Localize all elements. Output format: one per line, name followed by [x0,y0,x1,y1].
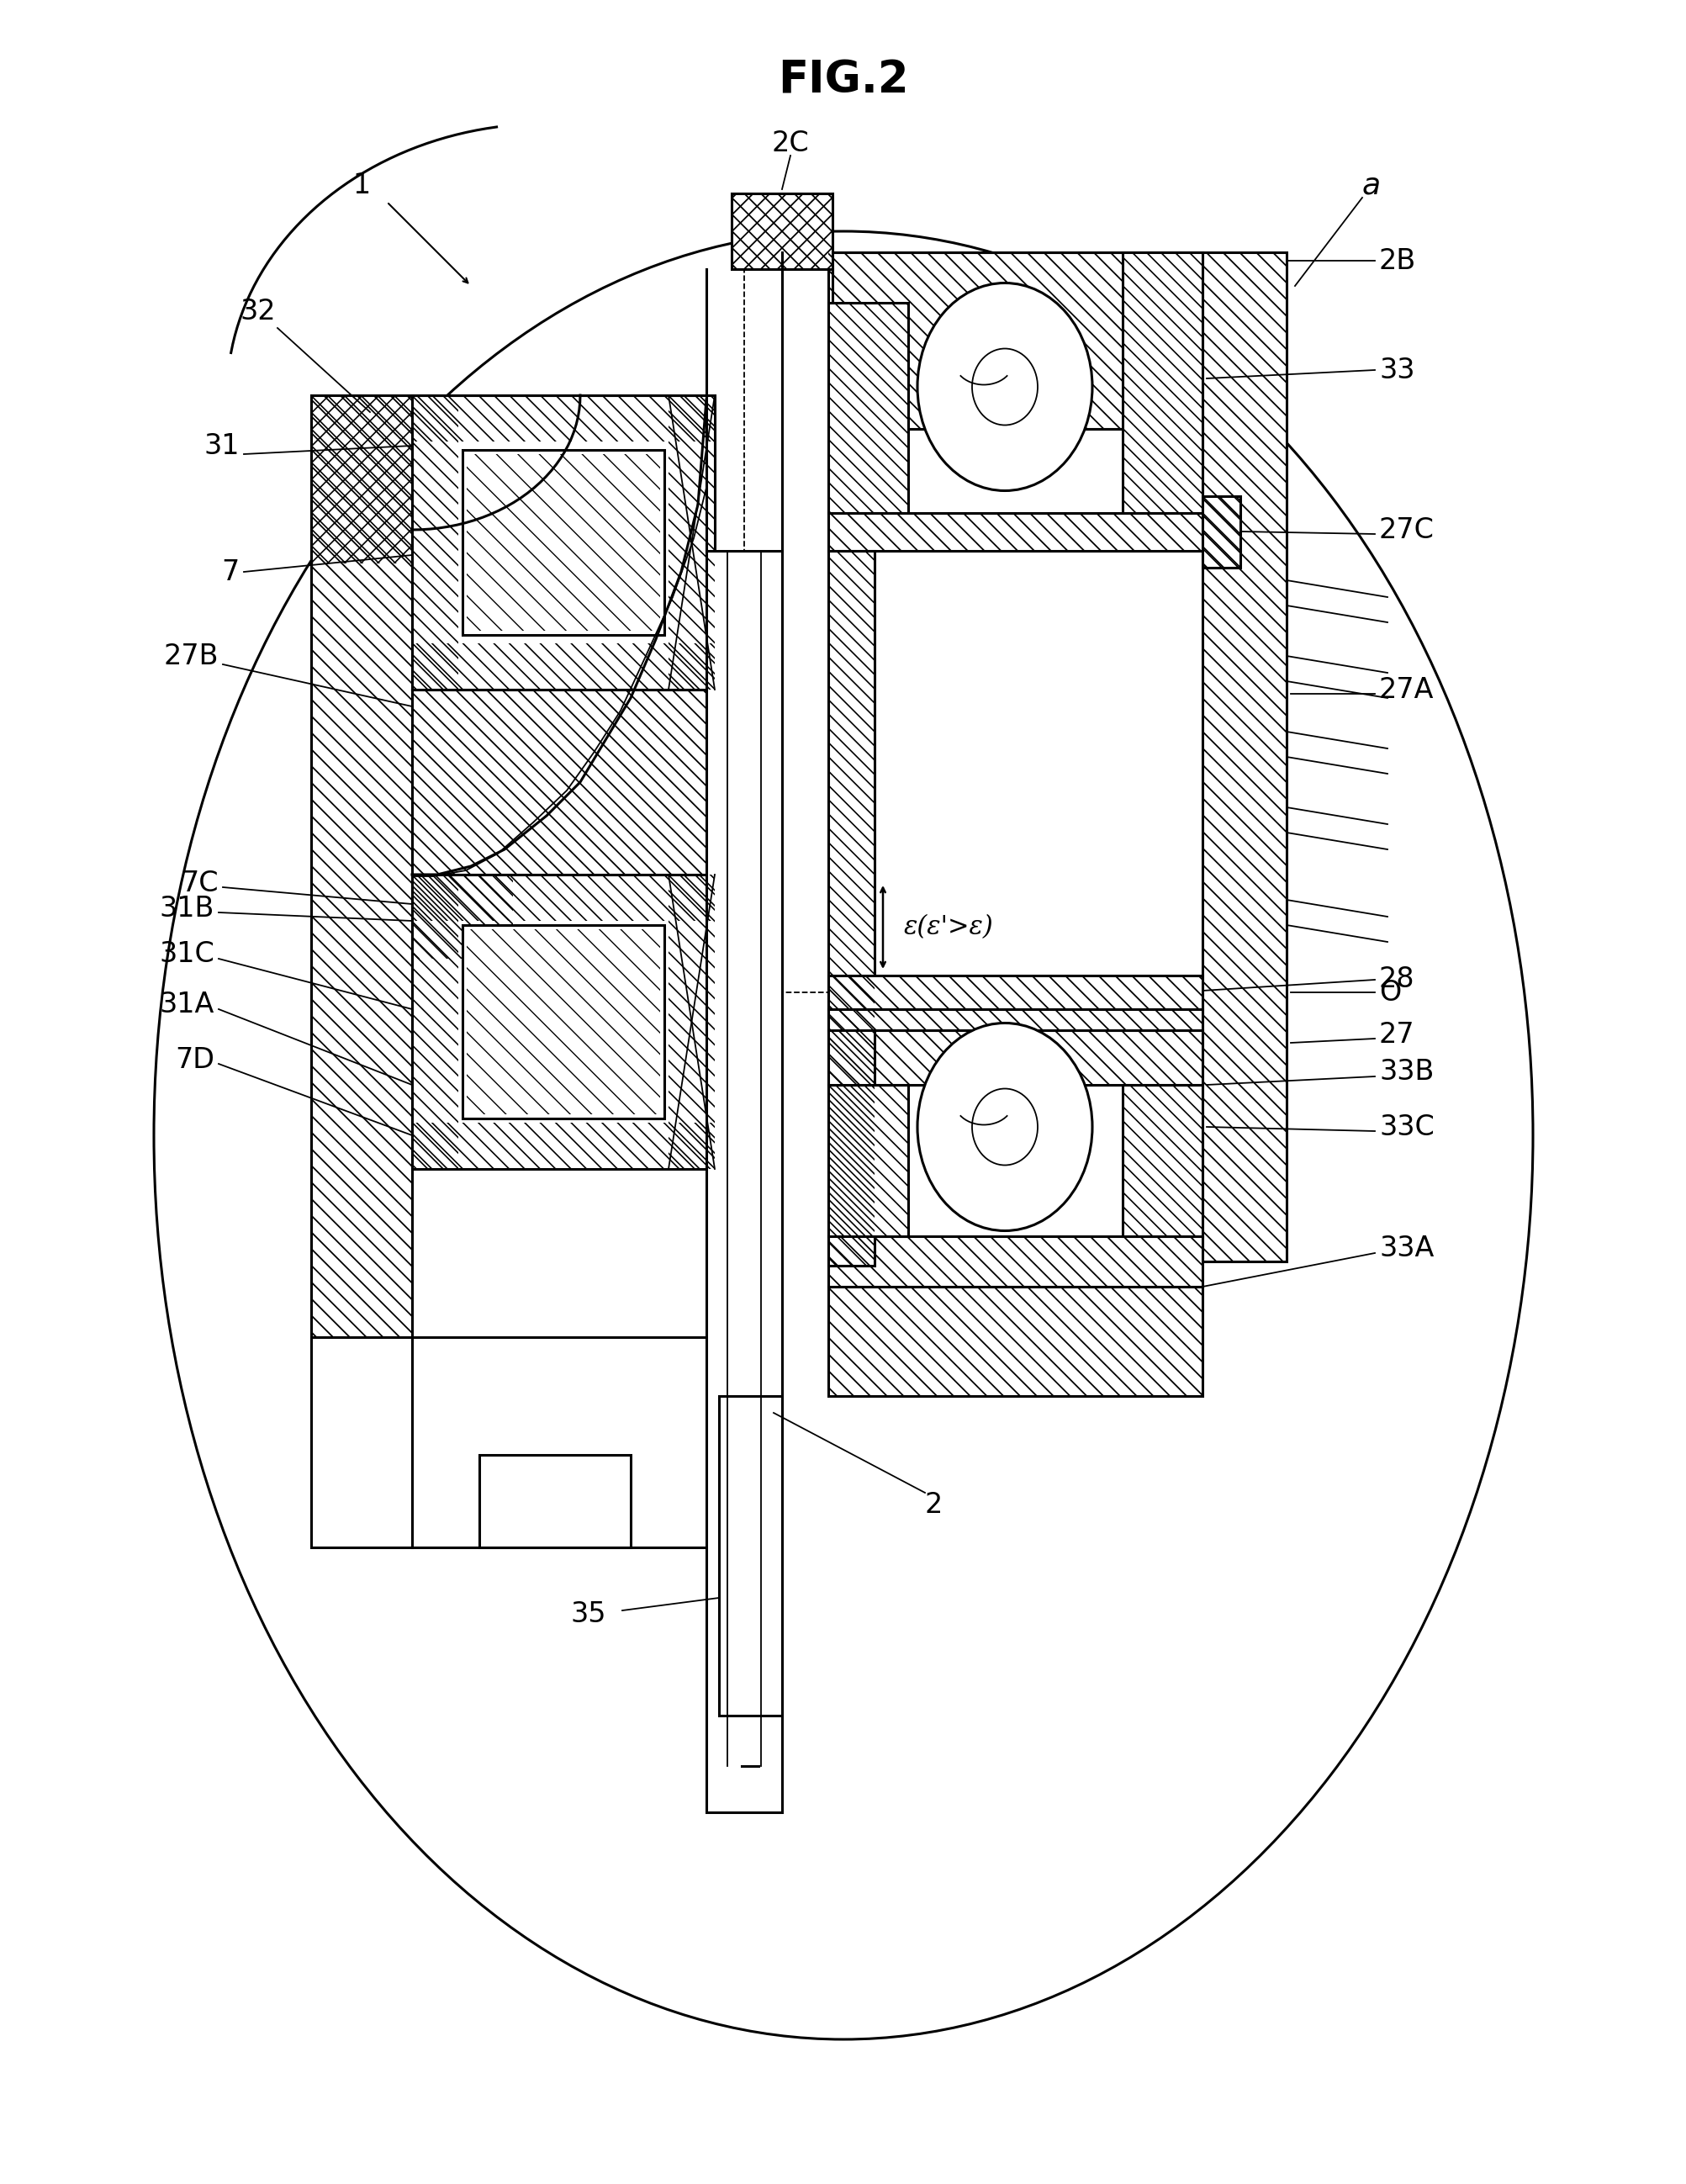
PathPatch shape [828,1009,1202,1031]
PathPatch shape [411,690,715,874]
Text: a: a [1362,170,1381,199]
Bar [732,194,833,269]
Bar [828,1085,907,1236]
PathPatch shape [1202,253,1286,1262]
PathPatch shape [828,513,1202,550]
Text: 31A: 31A [160,992,214,1018]
Text: 2B: 2B [1379,247,1416,275]
Bar [411,395,715,690]
Text: 27B: 27B [164,642,219,670]
PathPatch shape [668,395,715,690]
PathPatch shape [467,928,659,1114]
Text: 28: 28 [1379,965,1415,994]
Bar [828,550,873,1267]
PathPatch shape [310,395,411,563]
Bar [718,1396,782,1717]
Text: 7: 7 [221,557,239,585]
PathPatch shape [828,550,873,1267]
Text: 32: 32 [239,297,275,325]
Bar [411,1337,715,1548]
Bar [411,874,715,1168]
Text: 33C: 33C [1379,1114,1433,1140]
Text: O: O [679,978,701,1007]
PathPatch shape [828,304,907,513]
Bar [1123,253,1202,513]
PathPatch shape [828,1236,1202,1286]
PathPatch shape [828,1286,1202,1396]
Text: 31B: 31B [160,895,214,922]
Text: 33: 33 [1379,356,1415,384]
PathPatch shape [828,253,1202,428]
Bar [1202,253,1286,1262]
Bar [828,513,1202,550]
Text: 1: 1 [352,170,371,199]
PathPatch shape [411,395,715,441]
Text: ε(ε'>ε): ε(ε'>ε) [904,915,993,939]
Text: 35: 35 [570,1601,607,1629]
Bar [411,874,513,959]
Text: 27: 27 [1379,1020,1415,1048]
PathPatch shape [828,976,1202,1009]
Bar [310,395,411,1337]
PathPatch shape [732,194,833,269]
Bar [479,1455,631,1548]
PathPatch shape [1123,253,1202,513]
Bar [411,690,715,874]
PathPatch shape [310,395,411,563]
Bar [310,1337,411,1548]
Bar [828,1286,1202,1396]
Bar [828,1031,1202,1085]
PathPatch shape [411,1123,715,1168]
Text: 31: 31 [204,432,239,459]
Text: 2C: 2C [771,129,809,157]
PathPatch shape [668,874,715,1168]
PathPatch shape [411,395,459,690]
Ellipse shape [917,284,1093,491]
Text: 31C: 31C [158,941,214,968]
Bar [706,550,782,1813]
PathPatch shape [411,644,715,690]
PathPatch shape [310,395,411,1337]
PathPatch shape [1123,1085,1202,1236]
PathPatch shape [467,454,659,631]
Text: 27A: 27A [1379,675,1433,703]
Ellipse shape [917,1022,1093,1232]
Bar [462,926,664,1118]
Text: 2: 2 [924,1492,942,1520]
PathPatch shape [828,1085,907,1236]
Bar [462,450,664,636]
PathPatch shape [411,874,715,922]
Bar [1202,496,1239,568]
PathPatch shape [1202,496,1239,568]
Bar [828,1236,1202,1286]
PathPatch shape [732,194,833,269]
Bar [828,976,1202,1009]
Bar [1123,1085,1202,1236]
Text: O: O [1379,978,1401,1007]
Bar [828,253,1202,428]
Bar [828,304,907,513]
PathPatch shape [411,874,459,1168]
Bar [828,1009,1202,1031]
Text: FIG.2: FIG.2 [777,59,909,103]
Text: 7D: 7D [175,1046,214,1075]
PathPatch shape [411,874,513,959]
Text: 27C: 27C [1379,515,1433,544]
Text: 33B: 33B [1379,1059,1433,1085]
Text: 33A: 33A [1379,1234,1433,1262]
Text: 7C: 7C [180,869,219,898]
PathPatch shape [828,1031,1202,1085]
